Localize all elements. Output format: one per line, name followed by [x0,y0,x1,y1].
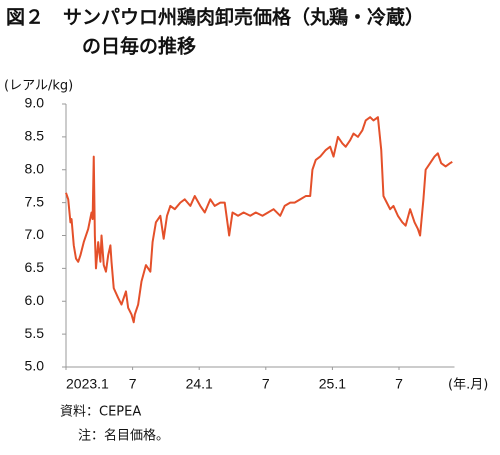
y-tick-label: 6.0 [25,292,45,308]
chart-title: 図２ サンパウロ州鶏肉卸売価格（丸鶏・冷蔵） [6,6,424,29]
x-axis-label: (年.月) [448,378,488,393]
chart-title: の日毎の推移 [82,35,196,58]
x-tick-label: 7 [395,376,403,392]
y-tick-label: 8.0 [25,160,45,176]
x-tick-label: 2023.1 [66,376,109,392]
x-tick-label: 25.1 [319,376,346,392]
y-tick-label: 7.5 [25,193,45,209]
y-tick-label: 5.5 [25,325,45,341]
y-tick-label: 8.5 [25,128,45,144]
y-tick-label: 7.0 [25,226,45,242]
y-axis-label: (レアル/kg) [4,79,73,94]
source: 資料：CEPEA [60,405,141,420]
line [65,116,453,324]
y-tick-label: 9.0 [25,95,45,111]
y-tick-label: 6.5 [25,259,45,275]
x-tick-label: 7 [262,376,270,392]
x-tick-label: 24.1 [186,376,213,392]
y-tick-label: 5.0 [25,358,45,374]
note: 注：名目価格。 [78,428,169,444]
x-tick-label: 7 [129,376,137,392]
